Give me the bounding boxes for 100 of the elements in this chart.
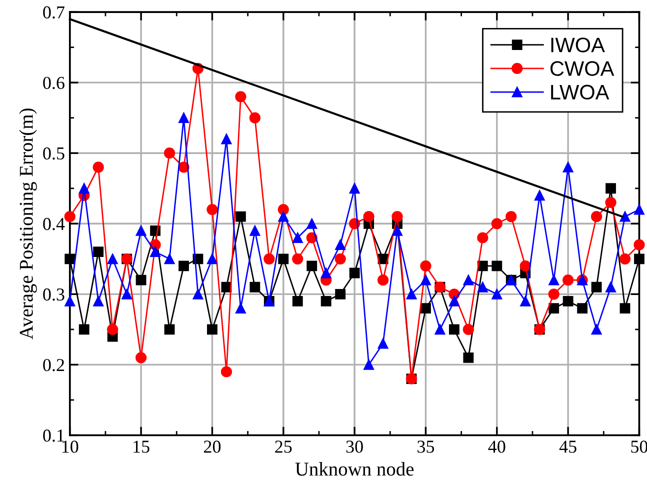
point: [520, 296, 531, 306]
legend-label: LWOA: [551, 84, 610, 100]
point: [506, 211, 517, 222]
point: [136, 274, 146, 286]
point: [378, 338, 388, 349]
point: [577, 303, 588, 314]
y-tick-label: 0.7: [43, 6, 64, 19]
point: [192, 288, 204, 300]
point: [562, 296, 574, 306]
y-tick-label: 0.1: [43, 429, 64, 442]
point: [590, 211, 602, 222]
point: [463, 274, 474, 286]
point: [406, 288, 417, 300]
point: [392, 211, 403, 222]
point: [463, 352, 474, 363]
point: [178, 260, 189, 272]
point: [249, 112, 260, 124]
point: [562, 274, 574, 286]
point: [534, 190, 545, 201]
point: [548, 303, 560, 314]
point: [620, 303, 630, 314]
point: [448, 296, 460, 306]
point: [448, 324, 460, 335]
legend-label: IWOA: [551, 38, 605, 52]
point: [235, 211, 246, 222]
point: [278, 204, 289, 216]
y-tick-label: 0.2: [43, 358, 64, 372]
point: [392, 225, 402, 236]
point: [150, 246, 160, 258]
point: [462, 324, 474, 335]
x-tick-label: 10: [62, 440, 78, 453]
point: [220, 366, 232, 378]
y-tick-label: 0.4: [43, 218, 65, 230]
point: [492, 260, 502, 272]
point: [178, 112, 189, 124]
point: [207, 324, 218, 335]
point: [221, 282, 232, 292]
point: [264, 253, 275, 264]
point: [235, 303, 246, 314]
point: [164, 254, 175, 264]
point: [292, 296, 303, 306]
point: [221, 134, 232, 144]
point: [207, 254, 218, 264]
point: [349, 268, 360, 278]
point: [164, 324, 175, 335]
point: [278, 254, 289, 264]
point: [78, 324, 90, 335]
point: [620, 211, 630, 222]
point: [520, 260, 531, 272]
point: [250, 225, 260, 236]
y-axis-title: Average Positioning Error(m): [19, 108, 37, 340]
point: [606, 183, 616, 194]
y-tick-label: 0.6: [43, 76, 64, 90]
point: [250, 282, 260, 292]
point: [477, 232, 488, 244]
point: [278, 211, 289, 222]
point: [377, 274, 389, 286]
point: [335, 288, 346, 300]
point: [420, 303, 431, 314]
point: [619, 253, 631, 264]
point: [93, 246, 104, 258]
point: [492, 288, 502, 300]
point: [363, 211, 374, 222]
point: [420, 260, 432, 272]
x-tick-label: 45: [559, 440, 576, 453]
point: [420, 274, 431, 286]
point: [235, 91, 246, 102]
point: [606, 282, 616, 292]
point: [634, 254, 644, 264]
point: [107, 324, 118, 335]
point: [93, 296, 104, 306]
point: [136, 225, 146, 236]
point: [634, 239, 645, 250]
point: [292, 232, 303, 243]
x-tick-label: 25: [275, 440, 292, 453]
point: [477, 282, 488, 292]
point: [122, 288, 132, 300]
point: [92, 162, 104, 173]
x-tick-label: 35: [418, 440, 434, 453]
point: [591, 324, 602, 335]
point: [135, 352, 147, 364]
point: [64, 296, 76, 306]
point: [548, 288, 560, 300]
point: [349, 183, 360, 194]
legend-label: CWOA: [550, 61, 614, 76]
point: [206, 204, 218, 216]
point: [64, 211, 76, 222]
y-tick-label: 0.5: [43, 147, 64, 160]
point: [605, 196, 616, 208]
y-tick-label: 0.3: [43, 288, 64, 301]
point: [434, 324, 446, 335]
point: [634, 204, 644, 215]
x-tick-label: 15: [134, 440, 150, 453]
point: [591, 282, 602, 292]
point: [78, 183, 90, 194]
point: [306, 260, 318, 272]
point: [107, 254, 118, 264]
point: [320, 268, 332, 278]
point: [164, 148, 176, 159]
point: [548, 274, 560, 286]
